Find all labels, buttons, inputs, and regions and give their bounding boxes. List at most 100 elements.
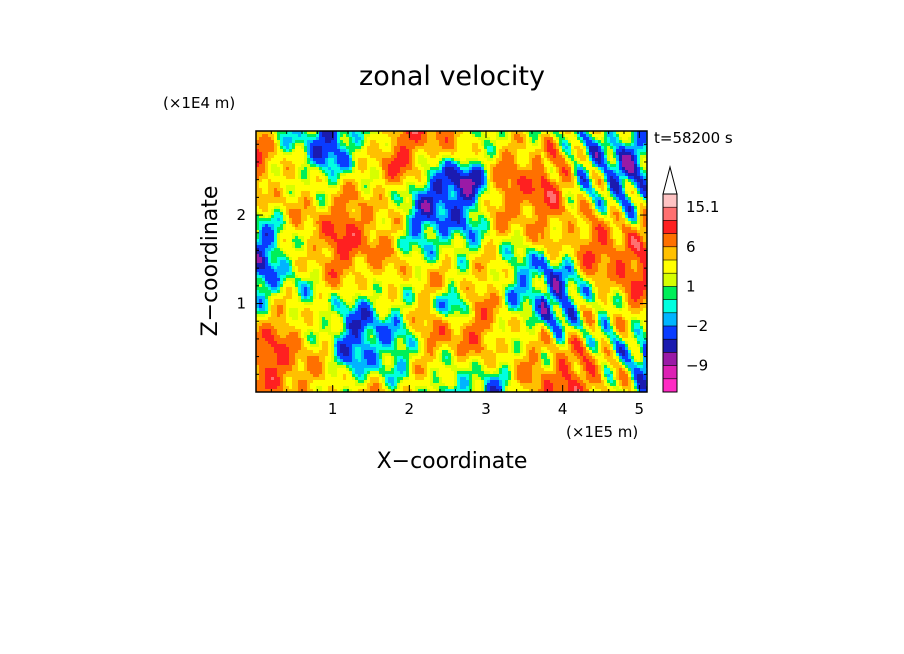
heatmap-cell bbox=[289, 290, 293, 294]
heatmap-cell bbox=[367, 197, 371, 201]
heatmap-cell bbox=[265, 164, 269, 168]
heatmap-cell bbox=[376, 140, 380, 144]
heatmap-cell bbox=[358, 197, 362, 201]
heatmap-cell bbox=[340, 299, 344, 303]
heatmap-cell bbox=[379, 266, 383, 270]
heatmap-cell bbox=[262, 248, 266, 252]
heatmap-cell bbox=[277, 371, 281, 375]
heatmap-cell bbox=[277, 161, 281, 165]
heatmap-cell bbox=[385, 224, 389, 228]
heatmap-cell bbox=[313, 143, 317, 147]
heatmap-cell bbox=[322, 368, 326, 372]
heatmap-cell bbox=[292, 335, 296, 339]
heatmap-cell bbox=[382, 173, 386, 177]
heatmap-cell bbox=[340, 230, 344, 234]
heatmap-cell bbox=[313, 335, 317, 339]
heatmap-cell bbox=[274, 206, 278, 210]
heatmap-cell bbox=[274, 188, 278, 192]
heatmap-cell bbox=[262, 212, 266, 216]
heatmap-cell bbox=[394, 206, 398, 210]
heatmap-cell bbox=[277, 365, 281, 369]
heatmap-cell bbox=[346, 377, 350, 381]
heatmap-cell bbox=[358, 380, 362, 384]
heatmap-cell bbox=[415, 272, 419, 276]
heatmap-cell bbox=[409, 179, 413, 183]
heatmap-cell bbox=[412, 182, 416, 186]
heatmap-cell bbox=[310, 302, 314, 306]
heatmap-cell bbox=[331, 173, 335, 177]
heatmap-cell bbox=[337, 296, 341, 300]
heatmap-cell bbox=[322, 245, 326, 249]
heatmap-cell bbox=[325, 254, 329, 258]
heatmap-cell bbox=[421, 266, 425, 270]
heatmap-cell bbox=[316, 167, 320, 171]
heatmap-cell bbox=[274, 308, 278, 312]
heatmap-cell bbox=[418, 224, 422, 228]
heatmap-cell bbox=[352, 206, 356, 210]
heatmap-cell bbox=[421, 254, 425, 258]
heatmap-cell bbox=[337, 242, 341, 246]
heatmap-cell bbox=[259, 224, 263, 228]
heatmap-cell bbox=[409, 206, 413, 210]
heatmap-cell bbox=[382, 326, 386, 330]
heatmap-cell bbox=[397, 200, 401, 204]
heatmap-cell bbox=[424, 278, 428, 282]
heatmap-cell bbox=[277, 245, 281, 249]
heatmap-cell bbox=[409, 188, 413, 192]
heatmap-cell bbox=[259, 230, 263, 234]
heatmap-cell bbox=[286, 299, 290, 303]
heatmap-cell bbox=[358, 284, 362, 288]
heatmap-cell bbox=[358, 296, 362, 300]
heatmap-cell bbox=[328, 188, 332, 192]
heatmap-cell bbox=[334, 290, 338, 294]
heatmap-cell bbox=[388, 179, 392, 183]
heatmap-cell bbox=[271, 131, 275, 135]
heatmap-cell bbox=[259, 299, 263, 303]
heatmap-cell bbox=[352, 353, 356, 357]
heatmap-cell bbox=[391, 137, 395, 141]
heatmap-cell bbox=[367, 209, 371, 213]
heatmap-cell bbox=[421, 218, 425, 222]
heatmap-cell bbox=[265, 152, 269, 156]
heatmap-cell bbox=[373, 179, 377, 183]
heatmap-cell bbox=[352, 302, 356, 306]
heatmap-cell bbox=[313, 170, 317, 174]
heatmap-cell bbox=[283, 308, 287, 312]
heatmap-cell bbox=[412, 146, 416, 150]
heatmap-cell bbox=[328, 254, 332, 258]
heatmap-cell bbox=[292, 266, 296, 270]
heatmap-cell bbox=[358, 143, 362, 147]
heatmap-cell bbox=[361, 338, 365, 342]
heatmap-cell bbox=[385, 155, 389, 159]
heatmap-cell bbox=[382, 314, 386, 318]
heatmap-cell bbox=[358, 140, 362, 144]
heatmap-cell bbox=[301, 317, 305, 321]
heatmap-cell bbox=[424, 197, 428, 201]
heatmap-cell bbox=[385, 167, 389, 171]
heatmap-cell bbox=[292, 359, 296, 363]
heatmap-cell bbox=[319, 314, 323, 318]
heatmap-cell bbox=[304, 269, 308, 273]
heatmap-cell bbox=[283, 335, 287, 339]
heatmap-cell bbox=[424, 194, 428, 198]
heatmap-cell bbox=[319, 344, 323, 348]
heatmap-cell bbox=[265, 197, 269, 201]
heatmap-cell bbox=[307, 137, 311, 141]
heatmap-cell bbox=[274, 338, 278, 342]
heatmap-cell bbox=[307, 260, 311, 264]
heatmap-cell bbox=[352, 197, 356, 201]
heatmap-cell bbox=[367, 221, 371, 225]
heatmap-cell bbox=[379, 161, 383, 165]
heatmap-cell bbox=[271, 338, 275, 342]
heatmap-cell bbox=[406, 155, 410, 159]
heatmap-cell bbox=[352, 347, 356, 351]
heatmap-cell bbox=[265, 356, 269, 360]
heatmap-cell bbox=[340, 218, 344, 222]
heatmap-cell bbox=[349, 131, 353, 135]
heatmap-cell bbox=[394, 143, 398, 147]
heatmap-cell bbox=[313, 224, 317, 228]
heatmap-cell bbox=[388, 227, 392, 231]
heatmap-cell bbox=[307, 344, 311, 348]
heatmap-cell bbox=[319, 146, 323, 150]
heatmap-cell bbox=[277, 329, 281, 333]
